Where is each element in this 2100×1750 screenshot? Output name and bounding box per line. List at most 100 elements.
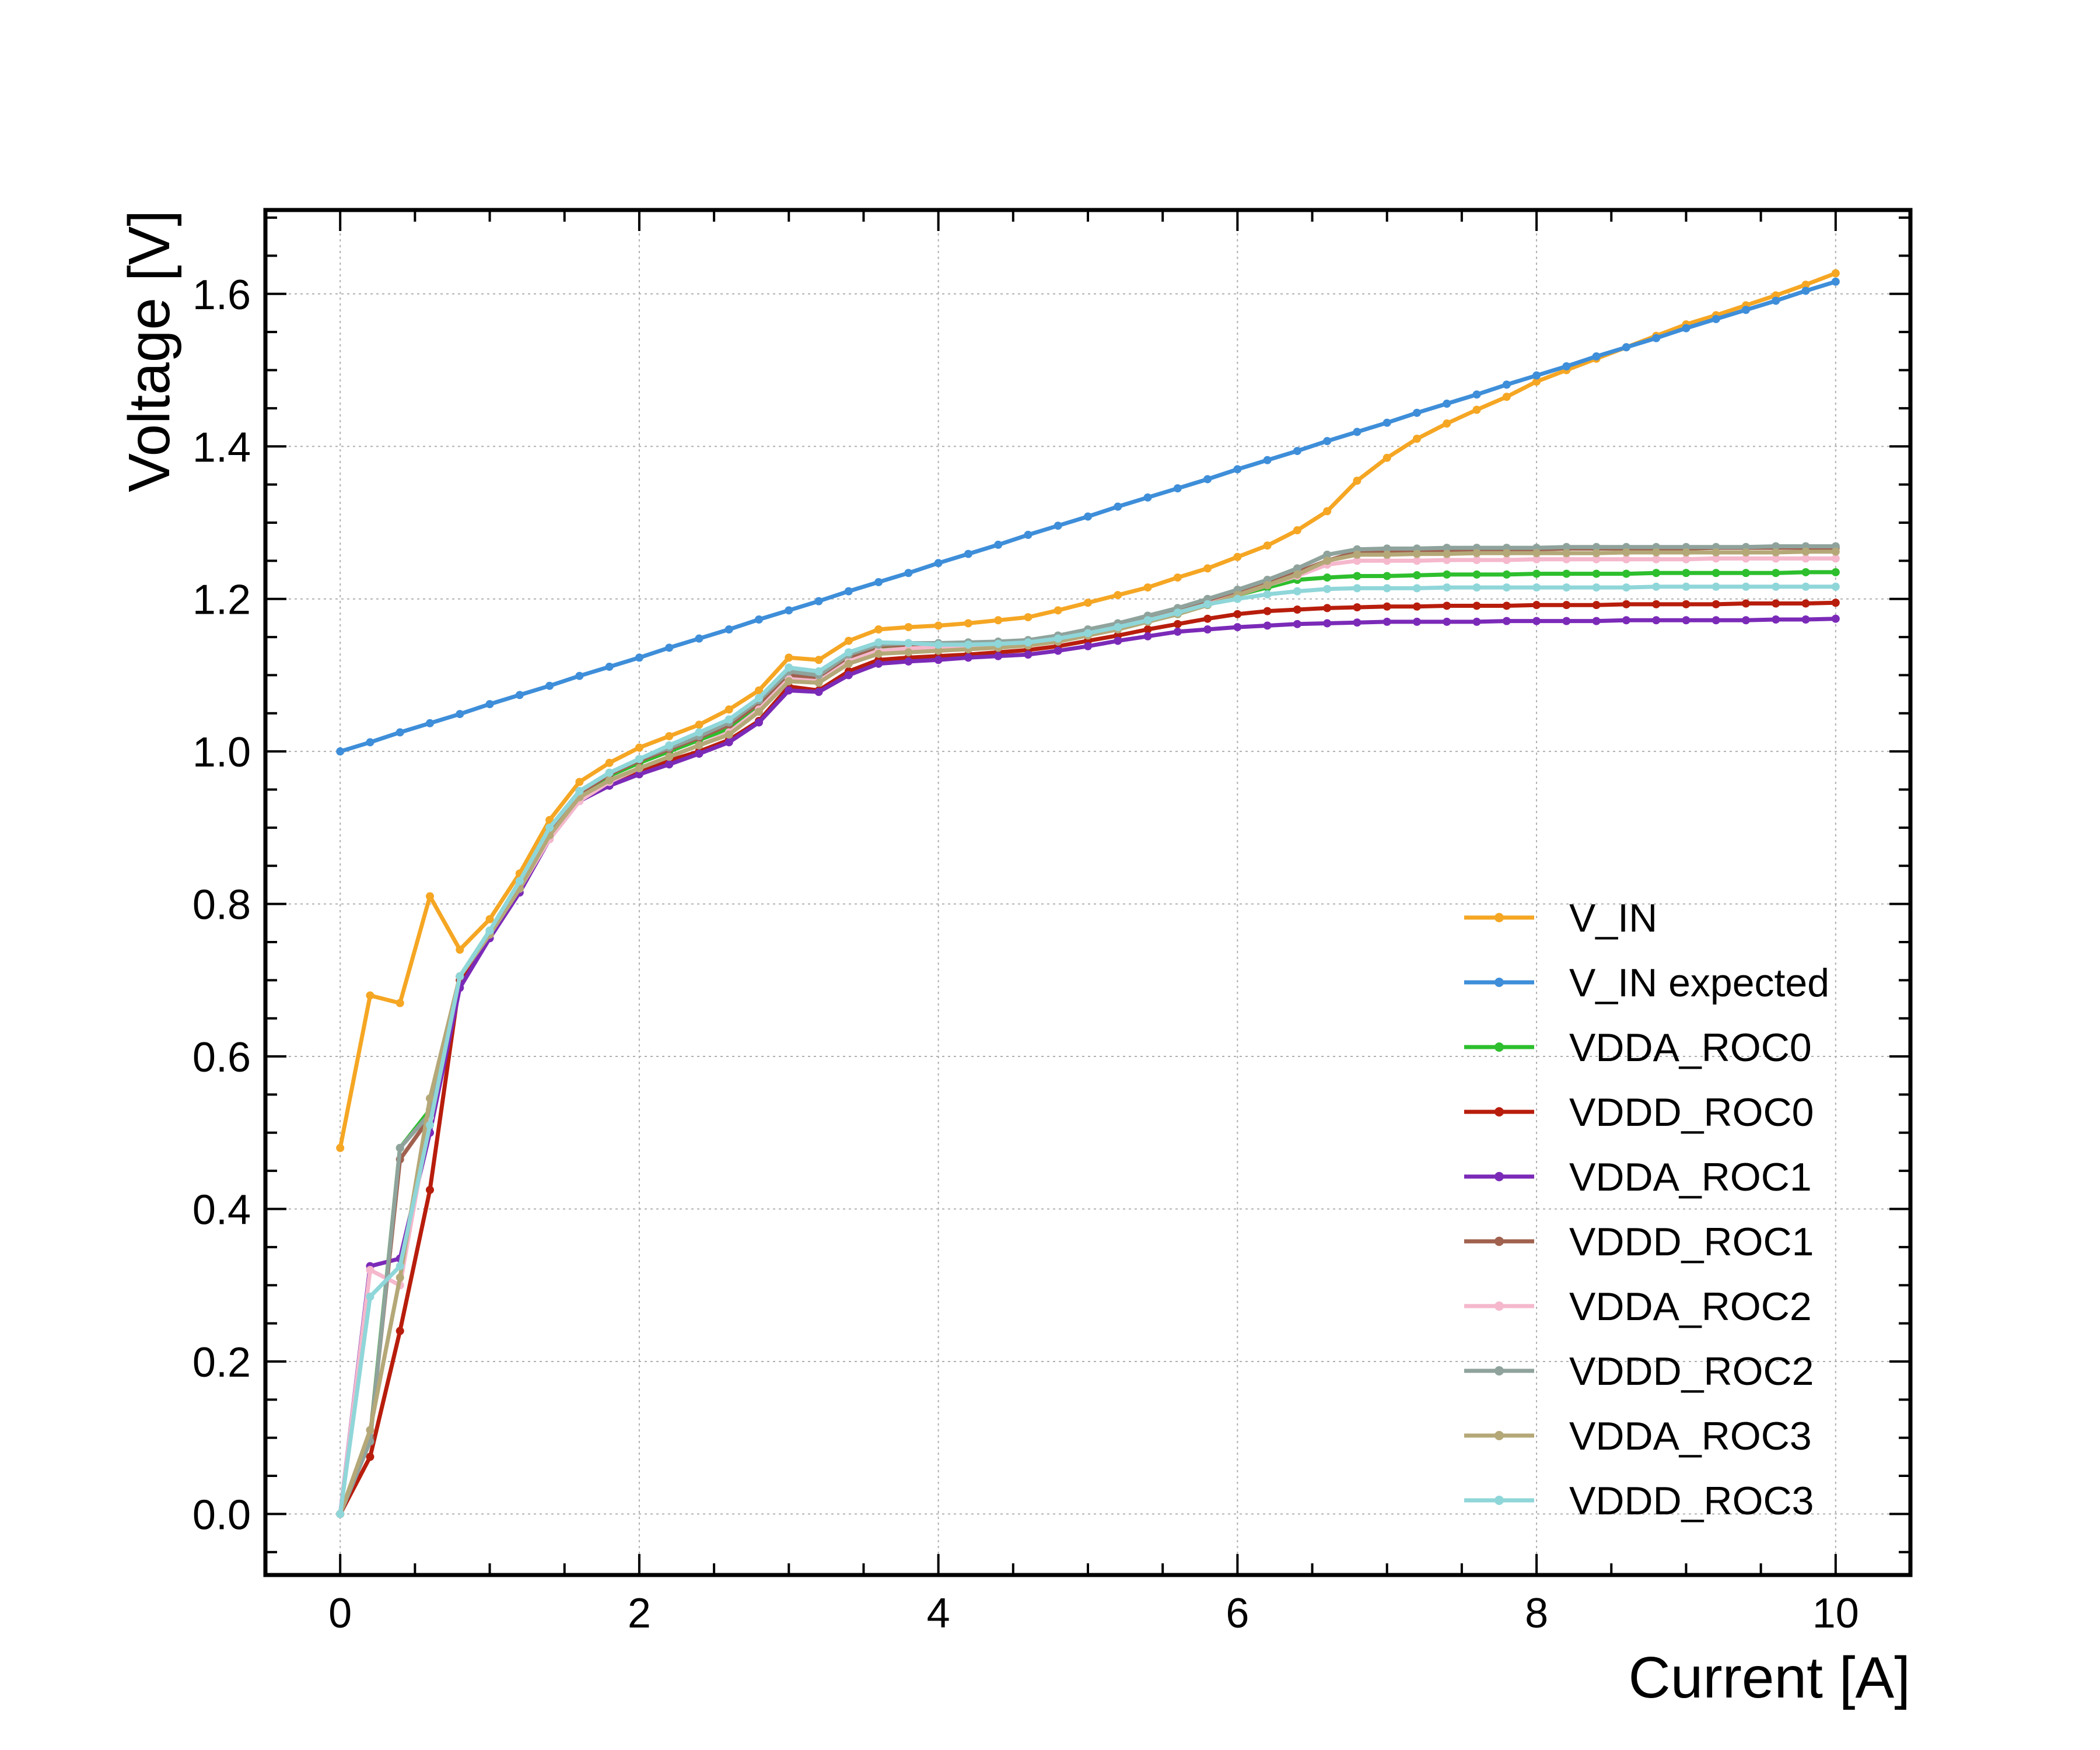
data-point <box>1382 418 1391 427</box>
series-vddd-roc3 <box>336 582 1840 1518</box>
data-point <box>426 892 434 901</box>
data-point <box>1682 324 1690 332</box>
data-point <box>1084 629 1092 638</box>
data-point <box>1114 591 1122 600</box>
data-point <box>785 686 793 695</box>
data-point <box>1532 377 1541 386</box>
data-point <box>575 787 584 796</box>
data-point <box>1143 493 1152 502</box>
data-point <box>1682 582 1690 591</box>
series-v-in <box>336 269 1840 1152</box>
data-point <box>1413 435 1421 443</box>
data-point <box>1562 583 1571 592</box>
data-point <box>1502 617 1511 625</box>
data-point <box>1532 569 1541 578</box>
data-point <box>814 597 823 606</box>
data-point <box>1622 343 1630 352</box>
legend-label: VDDA_ROC3 <box>1569 1414 1812 1458</box>
data-point <box>635 653 643 662</box>
data-point <box>1742 599 1750 608</box>
data-point <box>1801 615 1810 624</box>
data-point <box>1772 615 1780 624</box>
data-point <box>1054 606 1062 615</box>
data-point <box>1652 334 1661 342</box>
data-point <box>874 649 883 658</box>
data-point <box>814 667 823 676</box>
data-point <box>1592 583 1601 592</box>
data-point <box>366 1426 374 1434</box>
data-point <box>1801 286 1810 295</box>
data-point <box>1353 550 1362 559</box>
data-point <box>1263 581 1272 590</box>
legend-marker <box>1494 1496 1504 1505</box>
data-point <box>1712 314 1720 323</box>
data-point <box>1801 547 1810 556</box>
data-point <box>1622 583 1630 592</box>
data-point <box>1712 554 1720 563</box>
data-point <box>1682 555 1690 564</box>
data-point <box>964 619 972 628</box>
data-point <box>1592 601 1601 610</box>
legend-marker <box>1494 1172 1504 1181</box>
data-point <box>665 732 674 741</box>
plot-frame <box>263 208 1913 1577</box>
data-point <box>1592 549 1601 558</box>
data-point <box>1233 610 1242 618</box>
data-point <box>336 747 345 756</box>
data-point <box>1742 616 1750 625</box>
data-point <box>1263 621 1272 630</box>
series-lines <box>336 269 1840 1518</box>
data-point <box>1622 548 1630 556</box>
legend-marker <box>1494 1301 1504 1311</box>
data-point <box>755 694 763 702</box>
data-point <box>1382 453 1391 462</box>
data-point <box>844 659 853 668</box>
data-point <box>1682 569 1690 578</box>
data-point <box>1652 548 1661 556</box>
data-point <box>1532 583 1541 592</box>
data-point <box>605 758 614 767</box>
data-point <box>1652 569 1661 578</box>
data-point <box>1382 602 1391 611</box>
data-point <box>1054 646 1062 655</box>
data-point <box>1652 616 1661 625</box>
data-point <box>1054 634 1062 643</box>
legend-marker <box>1494 978 1504 987</box>
data-point <box>1382 584 1391 593</box>
data-point <box>665 741 674 750</box>
data-point <box>396 1273 404 1282</box>
y-tick-label: 1.2 <box>192 577 251 624</box>
data-point <box>695 728 704 737</box>
x-tick-label: 4 <box>927 1590 950 1637</box>
data-point <box>695 741 704 750</box>
data-point <box>426 1121 434 1129</box>
legend-label: V_IN <box>1569 896 1657 940</box>
data-point <box>515 691 524 699</box>
data-point <box>1323 556 1332 565</box>
data-point <box>814 688 823 696</box>
legend-entry-vddd-roc0: VDDD_ROC0 <box>1464 1090 1814 1135</box>
data-point <box>1024 530 1032 539</box>
data-point <box>1413 617 1421 626</box>
data-point <box>724 738 733 747</box>
data-point <box>366 738 374 747</box>
data-point <box>1233 594 1242 603</box>
data-point <box>1622 600 1630 608</box>
legend-entry-v-in: V_IN <box>1464 896 1657 940</box>
data-point <box>904 569 913 578</box>
data-point <box>1592 569 1601 578</box>
data-point <box>1353 477 1362 485</box>
data-point <box>964 653 972 662</box>
data-point <box>994 540 1003 549</box>
data-point <box>1443 556 1451 565</box>
data-point <box>904 639 913 648</box>
data-point <box>695 750 704 758</box>
data-point <box>1652 555 1661 564</box>
data-point <box>1472 601 1481 610</box>
data-point <box>1712 600 1720 608</box>
data-point <box>575 778 584 786</box>
data-point <box>366 1266 374 1275</box>
data-point <box>1592 617 1601 625</box>
data-point <box>456 972 464 981</box>
data-point <box>934 621 943 630</box>
